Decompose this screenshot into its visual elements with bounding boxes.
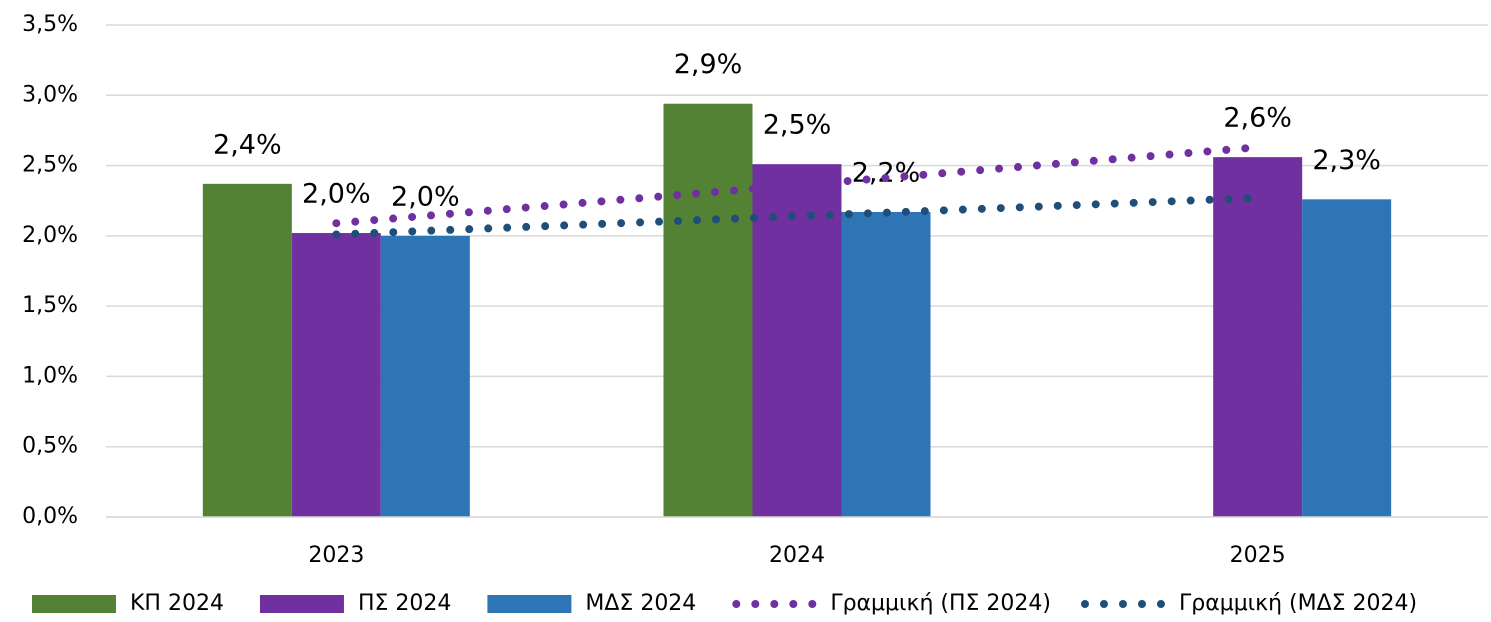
data-label: 2,4% bbox=[213, 129, 282, 160]
legend-label: Γραμμική (ΠΣ 2024) bbox=[830, 591, 1051, 616]
data-label: 2,0% bbox=[391, 181, 460, 212]
y-tick-label: 1,5% bbox=[22, 293, 78, 318]
legend-label: ΚΠ 2024 bbox=[130, 591, 224, 616]
bar bbox=[663, 103, 753, 517]
y-tick-label: 1,0% bbox=[22, 363, 78, 388]
bar bbox=[380, 235, 470, 517]
legend-label: Γραμμική (ΜΔΣ 2024) bbox=[1179, 591, 1417, 616]
legend-swatch bbox=[259, 595, 344, 613]
data-label: 2,2% bbox=[852, 157, 921, 188]
x-tick-label: 2023 bbox=[308, 543, 364, 568]
bar bbox=[1302, 199, 1392, 517]
x-tick-label: 2025 bbox=[1230, 543, 1286, 568]
data-label: 2,0% bbox=[302, 179, 371, 210]
y-tick-label: 3,0% bbox=[22, 82, 78, 107]
legend-swatch bbox=[487, 595, 572, 613]
bar bbox=[841, 211, 931, 517]
data-label: 2,3% bbox=[1312, 145, 1381, 176]
bar bbox=[752, 164, 842, 517]
trendline bbox=[332, 143, 1262, 228]
data-label: 2,6% bbox=[1223, 103, 1292, 134]
bar bbox=[291, 233, 381, 517]
trendline bbox=[332, 193, 1262, 239]
y-tick-label: 2,0% bbox=[22, 223, 78, 248]
data-label: 2,9% bbox=[674, 49, 743, 80]
y-tick-label: 0,5% bbox=[22, 434, 78, 459]
y-tick-label: 0,0% bbox=[22, 504, 78, 529]
bar bbox=[202, 183, 292, 518]
legend-label: ΠΣ 2024 bbox=[358, 591, 451, 616]
y-tick-label: 3,5% bbox=[22, 12, 78, 37]
legend-swatch bbox=[32, 595, 116, 613]
data-label: 2,5% bbox=[763, 110, 832, 141]
y-tick-label: 2,5% bbox=[22, 153, 78, 178]
bar bbox=[1213, 157, 1303, 517]
legend-label: ΜΔΣ 2024 bbox=[585, 591, 696, 616]
x-tick-label: 2024 bbox=[769, 543, 825, 568]
